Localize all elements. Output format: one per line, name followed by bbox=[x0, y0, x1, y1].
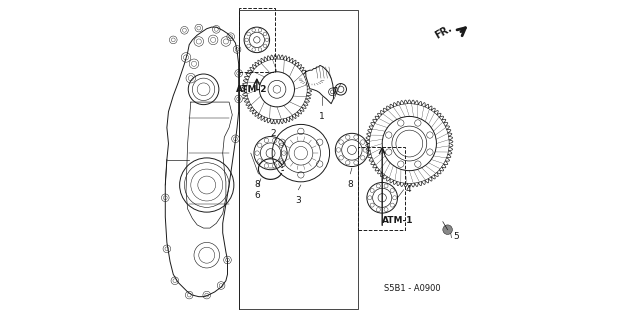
Text: 2: 2 bbox=[270, 129, 276, 138]
Polygon shape bbox=[306, 65, 333, 104]
Text: 4: 4 bbox=[405, 185, 411, 194]
Text: ATM-1: ATM-1 bbox=[383, 216, 414, 225]
Text: S5B1 - A0900: S5B1 - A0900 bbox=[384, 284, 441, 293]
Circle shape bbox=[443, 225, 452, 234]
Text: 7: 7 bbox=[331, 87, 337, 96]
Text: FR.: FR. bbox=[433, 23, 454, 41]
Text: ATM-2: ATM-2 bbox=[236, 85, 267, 93]
Bar bbox=[358, 147, 404, 230]
Text: 1: 1 bbox=[319, 112, 324, 121]
Text: 3: 3 bbox=[296, 196, 301, 205]
Text: 6: 6 bbox=[254, 191, 260, 200]
Bar bbox=[239, 8, 275, 72]
Text: 8: 8 bbox=[348, 180, 353, 189]
Text: 5: 5 bbox=[453, 232, 459, 241]
Text: 8: 8 bbox=[254, 180, 260, 189]
